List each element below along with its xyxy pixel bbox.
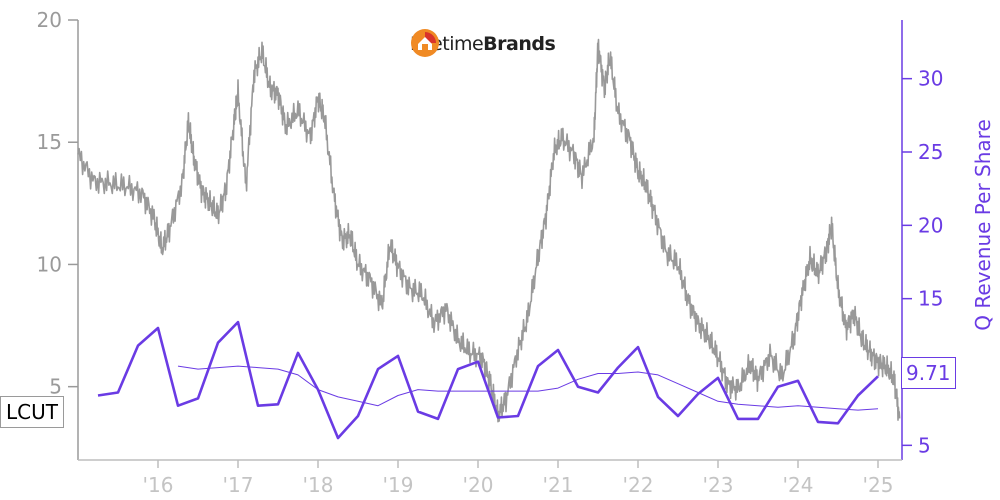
right-tick-label: 15 — [918, 287, 943, 311]
x-tick-label: '16 — [143, 473, 174, 497]
revenue-average-line — [177, 365, 879, 411]
x-tick-label: '22 — [623, 473, 654, 497]
x-tick-label: '18 — [303, 473, 334, 497]
x-tick-label: '21 — [543, 473, 574, 497]
left-tick-label: 10 — [37, 252, 62, 276]
right-tick-label: 20 — [918, 213, 943, 237]
right-tick-label: 30 — [918, 67, 943, 91]
company-logo: Lifetime Brands — [410, 28, 556, 60]
right-tick-label: 25 — [918, 140, 943, 164]
right-axis-label: Q Revenue Per Share — [971, 119, 995, 331]
x-tick-label: '23 — [703, 473, 734, 497]
left-tick-label: 5 — [49, 375, 62, 399]
x-tick-label: '25 — [863, 473, 894, 497]
ticker-label: LCUT — [0, 396, 64, 428]
last-value-label: 9.71 — [901, 357, 956, 389]
left-tick-label: 15 — [37, 130, 62, 154]
series-layer — [77, 38, 901, 440]
house-logo-icon — [411, 29, 439, 57]
tick-labels: 201510530252015105'16'17'18'19'20'21'22'… — [37, 8, 944, 497]
logo-text-bold: Brands — [483, 33, 556, 55]
x-tick-label: '19 — [383, 473, 414, 497]
left-tick-label: 20 — [37, 8, 62, 32]
x-tick-label: '24 — [783, 473, 814, 497]
price-series-line — [77, 38, 901, 423]
right-tick-label: 5 — [918, 433, 931, 457]
revenue-series-line — [97, 320, 879, 440]
x-tick-label: '20 — [463, 473, 494, 497]
x-tick-label: '17 — [223, 473, 254, 497]
